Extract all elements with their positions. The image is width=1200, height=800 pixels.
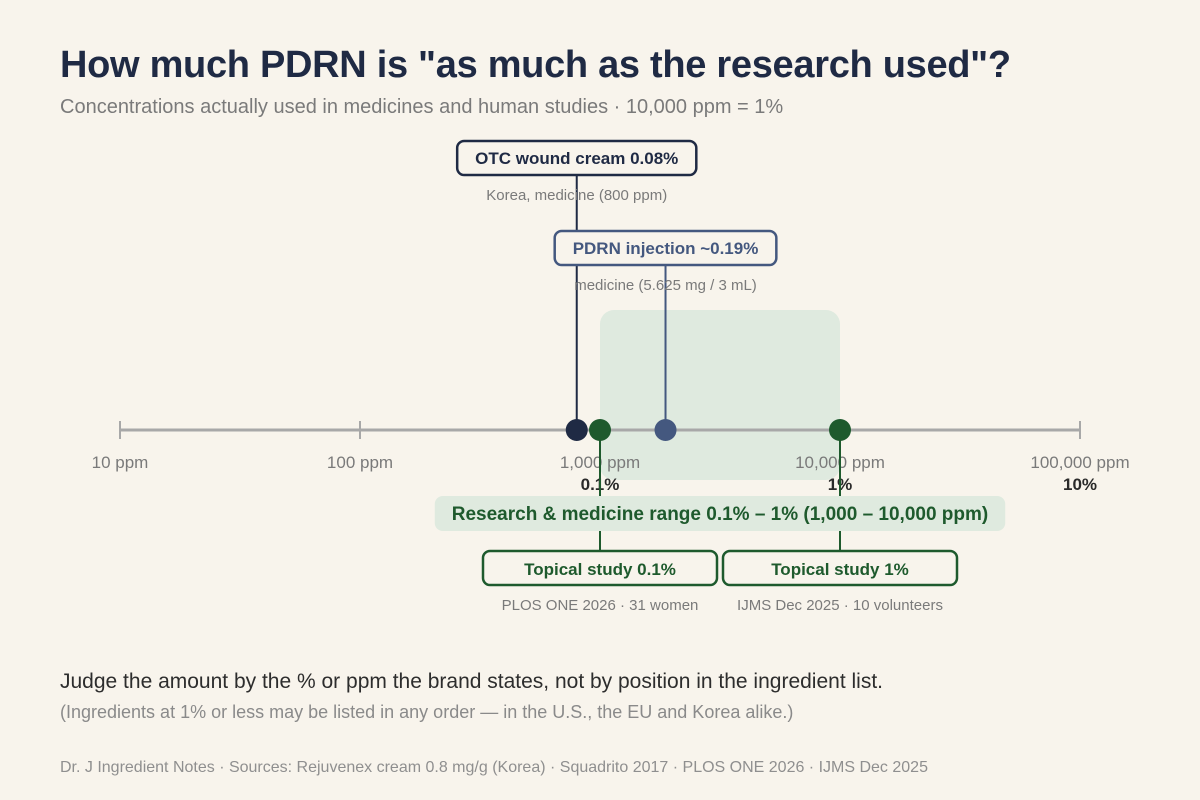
callout-box — [455, 139, 698, 177]
note-sub: (Ingredients at 1% or less may be listed… — [60, 702, 794, 722]
callout-box — [553, 229, 778, 267]
callout-label: OTC wound cream 0.08% — [475, 149, 678, 168]
range-label-box — [434, 496, 1006, 531]
callout-box — [721, 549, 959, 587]
chart-title: How much PDRN is "as much as the researc… — [60, 44, 1011, 86]
callout-sublabel: PLOS ONE 2026 · 31 women — [502, 597, 699, 614]
callout-sublabel: Korea, medicine (800 ppm) — [486, 187, 667, 204]
note-main: Judge the amount by the % or ppm the bra… — [60, 670, 883, 693]
callout-sublabel: medicine (5.625 mg / 3 mL) — [574, 277, 757, 294]
tick-label: 100 ppm — [327, 453, 393, 472]
data-point — [565, 419, 588, 441]
data-point — [829, 419, 851, 441]
data-point — [589, 419, 611, 441]
callout-label: Topical study 0.1% — [524, 560, 676, 579]
tick-label: 100,000 ppm — [1030, 453, 1129, 472]
tick-pct-label: 10% — [1063, 475, 1097, 494]
range-label: Research & medicine range 0.1% – 1% (1,0… — [452, 504, 989, 525]
footer-sources: Dr. J Ingredient Notes · Sources: Rejuve… — [60, 759, 928, 776]
tick-label: 10 ppm — [92, 453, 149, 472]
callout-box — [481, 549, 719, 587]
callout-sublabel: IJMS Dec 2025 · 10 volunteers — [737, 597, 943, 614]
data-point — [654, 419, 677, 441]
chart-subtitle: Concentrations actually used in medicine… — [60, 96, 784, 118]
callout-label: PDRN injection ~0.19% — [573, 239, 759, 258]
callout-label: Topical study 1% — [771, 560, 909, 579]
